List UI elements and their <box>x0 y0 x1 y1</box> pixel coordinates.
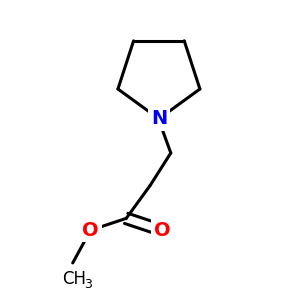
Text: N: N <box>151 109 167 128</box>
Text: O: O <box>154 221 170 240</box>
Text: CH: CH <box>62 270 86 288</box>
Text: 3: 3 <box>84 278 92 291</box>
Text: O: O <box>82 221 99 240</box>
